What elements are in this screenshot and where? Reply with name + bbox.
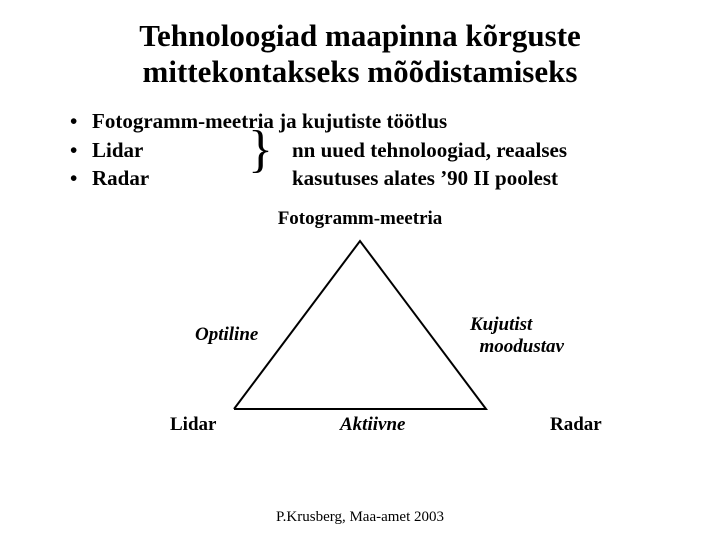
- slide-title: Tehnoloogiad maapinna kõrguste mittekont…: [40, 18, 680, 89]
- diagram-heading: Fotogramm-meetria: [40, 208, 680, 230]
- brace-note-line-2: kasutuses alates ’90 II poolest: [292, 164, 652, 192]
- label-bottom-left-vertex: Lidar: [170, 414, 216, 436]
- bullet-dot-icon: •: [70, 164, 92, 192]
- label-right-side-l1: Kujutist: [470, 314, 532, 335]
- bullet-dot-icon: •: [70, 107, 92, 135]
- slide: Tehnoloogiad maapinna kõrguste mittekont…: [0, 0, 720, 540]
- label-bottom-right-vertex: Radar: [550, 414, 602, 436]
- brace-note: nn uued tehnoloogiad, reaalses kasutuses…: [292, 136, 652, 193]
- curly-brace-icon: }: [248, 124, 273, 176]
- bullet-2-text: Lidar: [92, 136, 143, 164]
- label-left-side: Optiline: [195, 324, 258, 346]
- triangle-shape: [230, 239, 490, 415]
- title-line-2: mittekontakseks mõõdistamiseks: [143, 54, 578, 89]
- bullet-dot-icon: •: [70, 136, 92, 164]
- triangle-polyline: [234, 241, 486, 409]
- label-right-side-l2: moodustav: [480, 336, 564, 357]
- brace-note-line-1: nn uued tehnoloogiad, reaalses: [292, 136, 652, 164]
- bullet-list: • Fotogramm-meetria ja kujutiste töötlus…: [70, 107, 680, 197]
- title-line-1: Tehnoloogiad maapinna kõrguste: [139, 18, 581, 53]
- label-right-side: Kujutist moodustav: [470, 314, 564, 358]
- label-bottom-side: Aktiivne: [340, 414, 405, 436]
- brace-group: • Lidar • Radar } nn uued tehnoloogiad, …: [70, 136, 680, 198]
- bullet-1: • Fotogramm-meetria ja kujutiste töötlus: [70, 107, 680, 135]
- triangle-diagram: Optiline Kujutist moodustav Aktiivne Lid…: [40, 234, 680, 454]
- footer-text: P.Krusberg, Maa-amet 2003: [0, 509, 720, 526]
- bullet-3-text: Radar: [92, 164, 149, 192]
